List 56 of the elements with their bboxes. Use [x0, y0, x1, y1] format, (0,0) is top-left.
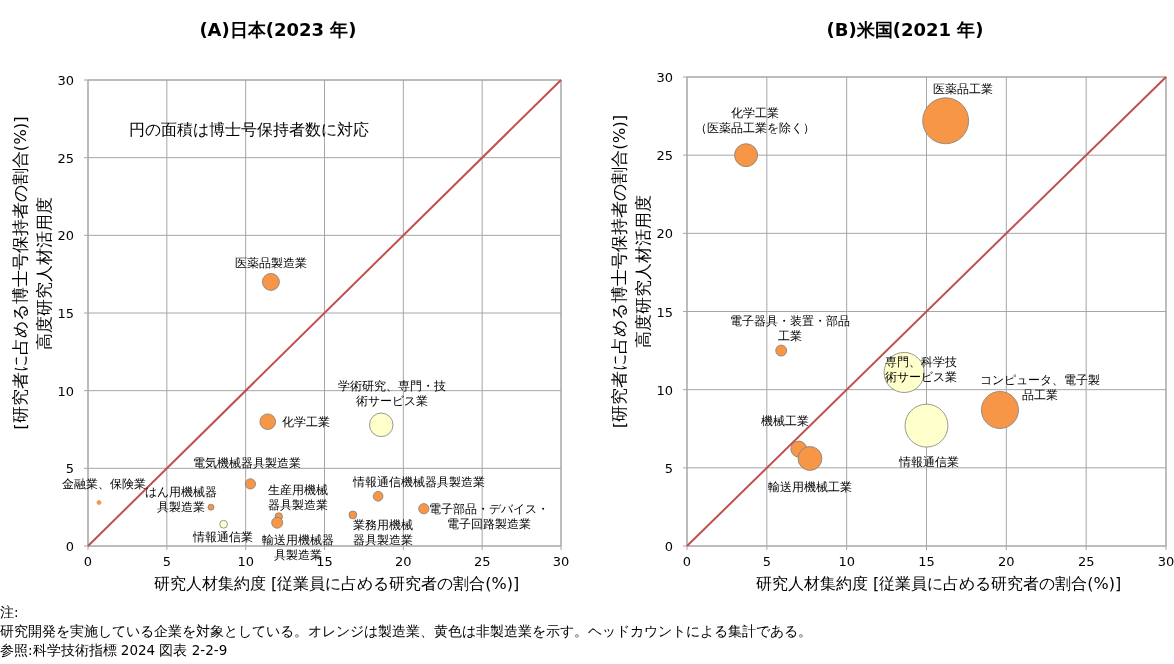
x-tick-label: 30 — [1157, 554, 1174, 569]
y-tick-label: 20 — [656, 226, 673, 242]
y-tick-label: 10 — [57, 383, 74, 399]
x-tick-label: 20 — [395, 554, 412, 569]
y-tick-label: 25 — [57, 150, 74, 166]
series-label: 情報通信機械器具製造業 — [352, 475, 486, 490]
y-tick-label: 5 — [65, 461, 74, 477]
series-label: 情報通信業 — [191, 530, 253, 545]
x-tick-label: 0 — [682, 554, 692, 569]
x-tick-label: 5 — [762, 554, 771, 569]
x-tick-label: 30 — [552, 554, 570, 569]
x-axis-title: 研究人材集約度 [従業員に占める研究者の割合(%)] — [153, 574, 520, 593]
series-label: 情報通信業 — [897, 454, 959, 469]
y-tick-label: 30 — [57, 73, 74, 88]
series-label: はん用機械器具製造業 — [144, 485, 217, 515]
text: 参照:科学技術指標 2024 図表 2-2-9 — [0, 642, 228, 658]
y-axis-title: 高度研究人材活用度 [研究者に占める博士号保持者の割合(%)] — [610, 114, 653, 429]
series-label: コンピュータ、電子製品工業 — [979, 372, 1100, 402]
x-tick-label: 5 — [162, 554, 171, 569]
chart-title: (B)米国(2021 年) — [826, 19, 984, 40]
text: 金融業、保険業 — [62, 476, 147, 491]
series-label: 医薬品製造業 — [234, 255, 307, 270]
y-tick-label: 0 — [65, 539, 74, 554]
x-tick-label: 15 — [918, 554, 935, 569]
series-label: 学術研究、専門・技術サービス業 — [338, 378, 447, 408]
x-tick-label: 25 — [473, 554, 491, 569]
series-label: 電子部品・デバイス・電子回路製造業 — [428, 501, 549, 531]
y-tick-label: 15 — [656, 304, 673, 320]
y-tick-label: 5 — [664, 460, 673, 476]
x-axis-title: 研究人材集約度 [従業員に占める研究者の割合(%)] — [755, 574, 1122, 593]
series-label: 医薬品工業 — [932, 81, 993, 96]
text: 注: — [0, 604, 19, 620]
series-label: 業務用機械器具製造業 — [352, 517, 413, 547]
series-label: 電子器具・装置・部品工業 — [730, 313, 851, 343]
annotation: 円の面積は博士号保持者数に対応 — [129, 120, 369, 139]
series-label: 電気機械器具製造業 — [193, 455, 302, 470]
x-tick-label: 20 — [998, 554, 1015, 569]
y-tick-label: 30 — [656, 70, 673, 85]
series-label: 化学工業 — [281, 414, 330, 429]
y-tick-label: 20 — [57, 228, 74, 244]
series-label: 専門、科学技術サービス業 — [885, 355, 958, 385]
series-label: 生産用機械器具製造業 — [267, 483, 328, 513]
x-tick-label: 10 — [237, 554, 254, 569]
series-label: 輸送用機械工業 — [767, 480, 852, 495]
text: 研究開発を実施している企業を対象としている。オレンジは製造業、黄色は非製造業を示す。ヘッドカウントによる集計である。 — [0, 623, 812, 639]
y-tick-label: 0 — [664, 539, 673, 554]
y-tick-label: 15 — [57, 306, 74, 321]
chart-title: (A)日本(2023 年) — [199, 19, 357, 40]
y-tick-label: 10 — [656, 382, 673, 398]
text: 化学工業（医薬品工業を除く） — [695, 106, 816, 136]
x-tick-label: 0 — [83, 554, 93, 569]
x-tick-label: 10 — [838, 554, 855, 569]
y-axis-title: 高度研究人材活用度 [研究者に占める博士号保持者の割合(%)] — [11, 116, 54, 430]
series-label: 機械工業 — [760, 414, 809, 429]
x-tick-label: 25 — [1077, 554, 1095, 569]
y-tick-label: 25 — [656, 148, 673, 164]
